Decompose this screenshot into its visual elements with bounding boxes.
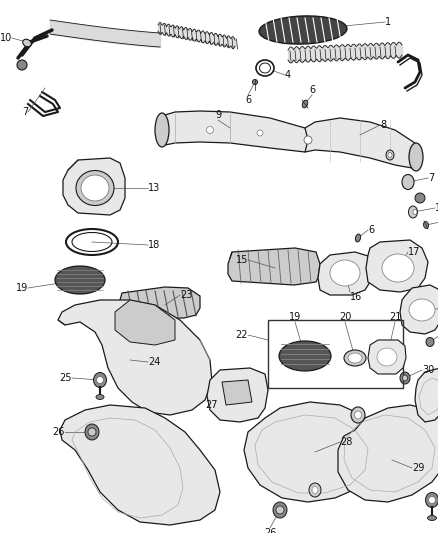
Ellipse shape: [76, 171, 114, 206]
Ellipse shape: [414, 193, 424, 203]
Text: 6: 6: [367, 225, 373, 235]
Ellipse shape: [354, 411, 360, 419]
Ellipse shape: [308, 483, 320, 497]
Text: 20: 20: [338, 312, 350, 322]
Text: 19: 19: [288, 312, 300, 322]
Polygon shape: [337, 405, 438, 502]
Ellipse shape: [88, 428, 96, 436]
Polygon shape: [63, 158, 125, 215]
Text: 19: 19: [16, 283, 28, 293]
Text: 1: 1: [384, 17, 390, 27]
Ellipse shape: [96, 376, 103, 384]
Ellipse shape: [425, 337, 433, 346]
Ellipse shape: [408, 143, 422, 171]
Polygon shape: [244, 402, 381, 502]
Ellipse shape: [427, 515, 435, 521]
Polygon shape: [399, 285, 438, 334]
Ellipse shape: [55, 266, 105, 294]
Text: 25: 25: [60, 373, 72, 383]
Polygon shape: [118, 287, 200, 318]
Ellipse shape: [23, 39, 31, 47]
Ellipse shape: [276, 506, 283, 514]
Text: 4: 4: [284, 70, 290, 80]
Polygon shape: [414, 368, 438, 422]
Text: 7: 7: [427, 173, 433, 183]
Ellipse shape: [347, 353, 361, 363]
Ellipse shape: [424, 492, 438, 507]
Polygon shape: [227, 248, 319, 285]
Text: 6: 6: [244, 95, 251, 105]
Ellipse shape: [279, 341, 330, 371]
Text: 15: 15: [235, 255, 247, 265]
Ellipse shape: [408, 299, 434, 321]
Ellipse shape: [256, 130, 262, 136]
Ellipse shape: [255, 60, 273, 76]
Ellipse shape: [343, 350, 365, 366]
Polygon shape: [158, 111, 311, 152]
Text: 9: 9: [215, 110, 221, 120]
Text: 16: 16: [349, 292, 361, 302]
Ellipse shape: [81, 175, 109, 201]
Text: 24: 24: [148, 357, 160, 367]
Bar: [267, 320, 402, 388]
Ellipse shape: [155, 113, 169, 147]
Polygon shape: [207, 368, 267, 422]
Text: 17: 17: [407, 247, 420, 257]
Ellipse shape: [17, 60, 27, 70]
Text: 27: 27: [205, 400, 218, 410]
Text: 29: 29: [411, 463, 424, 473]
Text: 21: 21: [388, 312, 400, 322]
Ellipse shape: [399, 372, 409, 384]
Text: 28: 28: [339, 437, 352, 447]
Ellipse shape: [376, 348, 396, 366]
Ellipse shape: [206, 126, 213, 133]
Ellipse shape: [423, 222, 427, 229]
Polygon shape: [317, 252, 371, 295]
Ellipse shape: [311, 487, 317, 494]
Text: 10: 10: [0, 33, 12, 43]
Ellipse shape: [85, 424, 99, 440]
Ellipse shape: [401, 174, 413, 190]
Text: 8: 8: [379, 120, 385, 130]
Ellipse shape: [96, 394, 104, 400]
Text: 18: 18: [148, 240, 160, 250]
Text: 13: 13: [148, 183, 160, 193]
Ellipse shape: [387, 152, 391, 157]
Ellipse shape: [355, 234, 360, 242]
Ellipse shape: [329, 260, 359, 286]
Text: 26: 26: [53, 427, 65, 437]
Ellipse shape: [258, 16, 346, 44]
Text: 22: 22: [235, 330, 247, 340]
Text: 30: 30: [421, 365, 433, 375]
Ellipse shape: [381, 254, 413, 282]
Polygon shape: [365, 240, 427, 292]
Ellipse shape: [402, 375, 406, 381]
Polygon shape: [367, 340, 405, 374]
Text: 7: 7: [22, 107, 28, 117]
Ellipse shape: [252, 79, 257, 85]
Ellipse shape: [350, 407, 364, 423]
Ellipse shape: [427, 497, 434, 504]
Polygon shape: [58, 300, 212, 415]
Text: 6: 6: [308, 85, 314, 95]
Ellipse shape: [259, 63, 270, 73]
Polygon shape: [60, 405, 219, 525]
Ellipse shape: [385, 150, 393, 160]
Polygon shape: [222, 380, 251, 405]
Ellipse shape: [93, 373, 106, 387]
Text: 23: 23: [180, 290, 192, 300]
Ellipse shape: [272, 502, 286, 518]
Ellipse shape: [412, 209, 416, 214]
Polygon shape: [304, 118, 419, 168]
Ellipse shape: [303, 136, 311, 144]
Text: 26: 26: [263, 528, 276, 533]
Ellipse shape: [302, 100, 307, 108]
Text: 11: 11: [434, 203, 438, 213]
Ellipse shape: [408, 206, 417, 218]
Polygon shape: [115, 300, 175, 345]
